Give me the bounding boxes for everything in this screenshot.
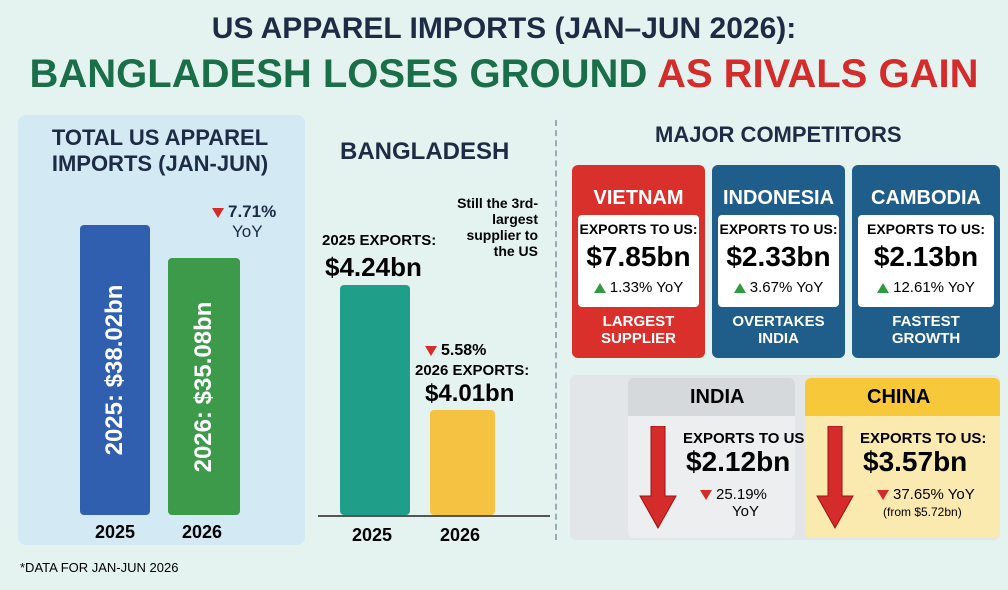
footnote: *DATA FOR JAN-JUN 2026 (20, 560, 179, 575)
down-arrow (639, 426, 677, 530)
tag: FASTEST GROWTH (891, 313, 961, 347)
country: VIETNAM (593, 187, 684, 209)
down-icon (212, 207, 224, 218)
label: EXPORTS TO US: (579, 221, 698, 237)
note: (from $5.72bn) (883, 505, 962, 519)
up-icon (877, 283, 890, 294)
baseline (318, 515, 550, 517)
amount: $2.13bn (873, 241, 979, 272)
panel-title: BANGLADESH (340, 138, 510, 165)
value: 3.67% YoY (749, 279, 824, 296)
tag: OVERTAKES INDIA (732, 313, 825, 347)
amount: $4.01bn (425, 380, 515, 407)
title-line1: US APPAREL IMPORTS (JAN–JUN 2026): (211, 12, 797, 45)
title-part: BANGLADESH LOSES GROUND (29, 52, 648, 96)
year: 2026 (440, 525, 481, 545)
change: 5.58% (425, 342, 486, 360)
competitor-card: VIETNAM EXPORTS TO US: $7.85bn 1.33% YoY… (572, 165, 705, 358)
section-title: MAJOR COMPETITORS (655, 122, 902, 147)
card-body: EXPORTS TO US: $2.13bn 12.61% YoY (858, 215, 994, 307)
year: 2025 (352, 525, 393, 545)
bar-label: 2026: $35.08bn (190, 301, 217, 472)
tag: LARGEST SUPPLIER (600, 313, 676, 347)
label: EXPORTS TO US: (860, 430, 987, 447)
year: 2026 (182, 522, 223, 542)
card-body: EXPORTS TO US: $2.33bn 3.67% YoY (718, 215, 839, 307)
up-icon (733, 283, 746, 294)
bar: 2026: $35.08bn (168, 258, 240, 515)
bar-label: 2025: $38.02bn (101, 284, 128, 456)
change: 37.65% YoY (from $5.72bn) (877, 486, 975, 520)
amount: $7.85bn (586, 241, 691, 272)
change: 7.71% YoY (212, 202, 276, 242)
unit: YoY (732, 503, 759, 520)
down-icon (877, 490, 889, 501)
bar (430, 410, 495, 515)
value: 25.19% (716, 486, 767, 503)
country: CAMBODIA (871, 187, 981, 209)
amount: $4.24bn (325, 252, 422, 282)
label: EXPORTS TO US: (719, 221, 838, 237)
card-body: EXPORTS TO US: $7.85bn 1.33% YoY (578, 215, 699, 307)
caption: 2026 EXPORTS: (415, 362, 530, 379)
value: 37.65% YoY (893, 486, 975, 503)
down-arrow (816, 426, 854, 530)
country: CHINA (805, 378, 1000, 416)
change: 25.19% YoY (700, 486, 767, 520)
caption: 2025 EXPORTS: (322, 232, 437, 249)
value: 12.61% YoY (893, 279, 975, 296)
competitor-card: CAMBODIA EXPORTS TO US: $2.13bn 12.61% Y… (852, 165, 1000, 358)
panel (18, 115, 305, 545)
decliner-card: INDIA EXPORTS TO US: $2.12bn 25.19% YoY (628, 378, 809, 538)
country: INDIA (628, 378, 795, 416)
change: 12.61% YoY (858, 279, 994, 296)
note: Still the 3rd-largest supplier to the US (457, 195, 538, 259)
country: INDONESIA (722, 187, 835, 209)
change: 1.33% YoY (578, 279, 699, 296)
competitor-card: INDONESIA EXPORTS TO US: $2.33bn 3.67% Y… (712, 165, 845, 358)
amount: $2.33bn (726, 241, 831, 272)
down-icon (700, 490, 712, 501)
divider (555, 120, 557, 540)
panel-title: TOTAL US APPAREL IMPORTS (JAN-JUN) (51, 125, 269, 176)
label: EXPORTS TO US: (683, 430, 810, 447)
label: EXPORTS TO US: (867, 221, 985, 237)
unit: YoY (232, 222, 263, 241)
title-line2: BANGLADESH LOSES GROUND AS RIVALS GAIN (0, 52, 1008, 97)
decliner-card: CHINA EXPORTS TO US: $3.57bn 37.65% YoY (… (805, 378, 1000, 538)
amount: $2.12bn (686, 446, 791, 477)
down-icon (425, 345, 437, 356)
up-icon (593, 283, 606, 294)
bar (340, 285, 410, 515)
title-part: AS RIVALS GAIN (656, 52, 979, 96)
year: 2025 (95, 522, 136, 542)
value: 1.33% YoY (609, 279, 684, 296)
bar: 2025: $38.02bn (80, 225, 150, 515)
amount: $3.57bn (863, 446, 968, 477)
change: 3.67% YoY (718, 279, 839, 296)
value: 7.71% (228, 202, 277, 221)
value: 5.58% (441, 342, 487, 359)
